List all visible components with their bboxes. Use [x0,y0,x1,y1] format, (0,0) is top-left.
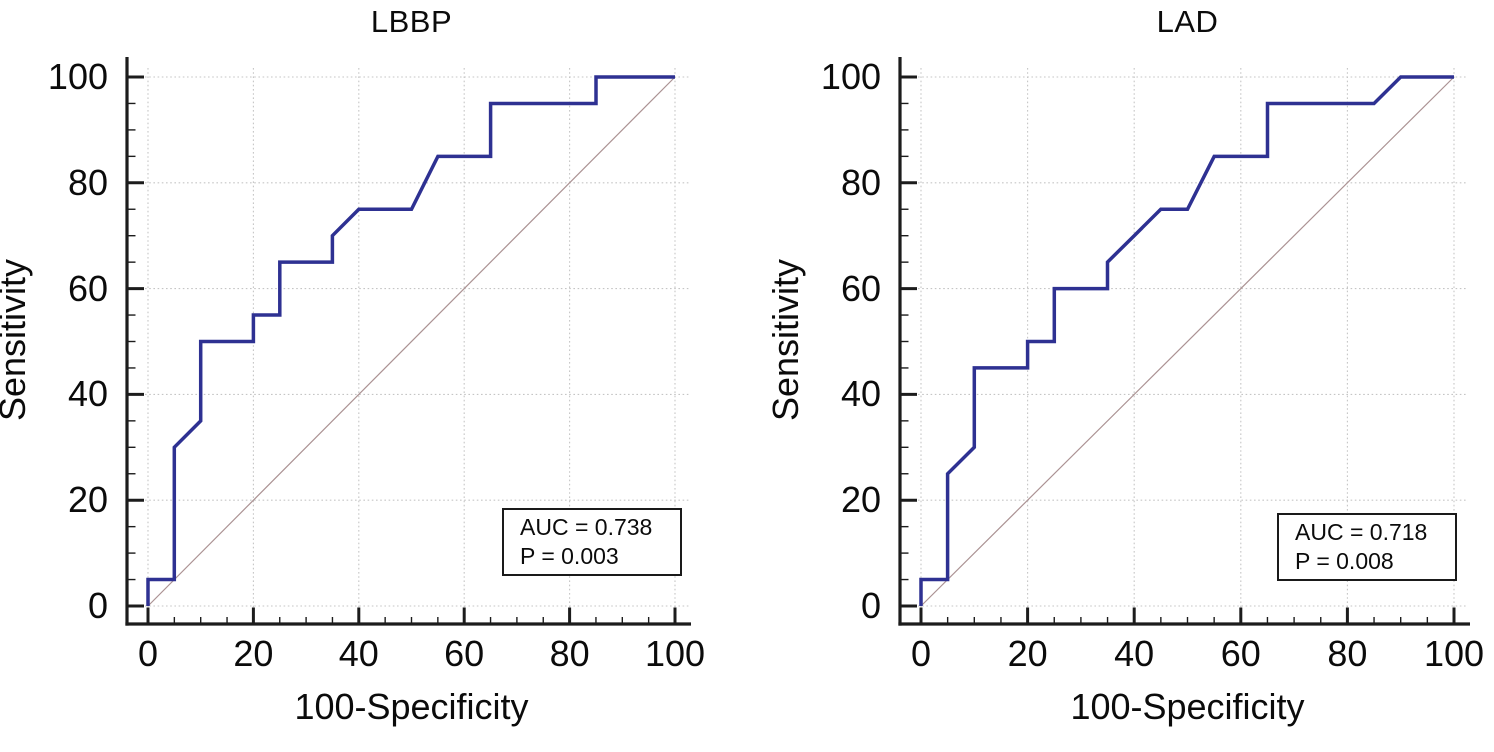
x-axis-title-specificity-left: 100-Specificity [294,686,529,727]
p-value-lad: P = 0.008 [1295,548,1394,574]
x-tick-label: 40 [1114,633,1155,674]
reference-diagonal [920,76,1455,607]
x-tick-label: 60 [1220,633,1261,674]
x-axis-title-specificity-right: 100-Specificity [1070,686,1305,727]
x-tick-label: 60 [444,633,485,674]
y-tick-label: 100 [820,56,881,97]
y-tick-label: 40 [840,373,881,415]
x-tick-label: 20 [233,633,274,674]
x-tick-label: 80 [549,633,590,674]
x-tick-label: 0 [910,633,932,674]
auc-annotation-box-lbbp: AUC = 0.738 P = 0.003 [502,508,682,576]
y-tick-label: 100 [47,56,108,97]
y-tick-label: 20 [840,479,881,521]
x-tick-label: 40 [338,633,379,674]
p-value-lbbp: P = 0.003 [520,543,619,569]
chart-title-lbbp: LBBP [370,4,453,39]
roc-curve [146,75,675,606]
y-tick-label: 20 [67,479,108,521]
y-tick-label: 0 [860,585,881,626]
y-tick-label: 0 [87,585,108,626]
x-tick-label: 100 [644,633,706,674]
auc-annotation-box-lad: AUC = 0.718 P = 0.008 [1277,513,1457,581]
auc-value-lbbp: AUC = 0.738 [520,514,653,540]
y-tick-label: 60 [840,267,881,309]
y-tick-label: 80 [67,161,108,203]
reference-diagonal [147,76,676,607]
roc-curve [919,75,1454,606]
y-tick-label: 60 [67,267,108,309]
chart-title-lad: LAD [1156,4,1219,39]
auc-value-lad: AUC = 0.718 [1295,519,1428,545]
y-tick-label: 80 [840,161,881,203]
x-tick-label: 20 [1007,633,1048,674]
x-tick-label: 80 [1327,633,1368,674]
x-tick-label: 0 [137,633,159,674]
y-tick-label: 40 [67,373,108,415]
x-tick-label: 100 [1423,633,1485,674]
